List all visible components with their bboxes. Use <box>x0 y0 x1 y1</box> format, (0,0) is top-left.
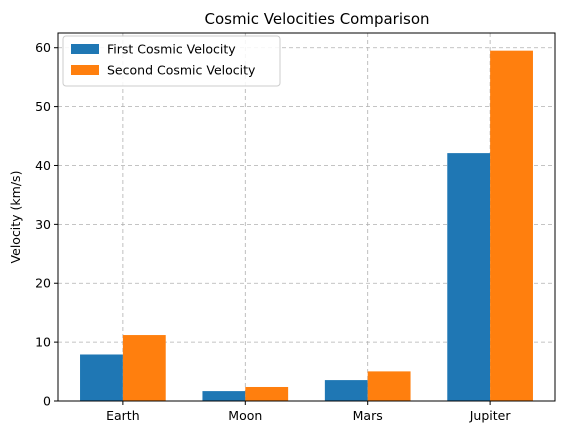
bar-second-jupiter <box>490 50 533 401</box>
y-tick-label: 10 <box>35 335 51 350</box>
axes-frame <box>57 32 556 402</box>
x-tick-label: Mars <box>353 408 383 423</box>
x-tick-label: Moon <box>228 408 262 423</box>
bar-second-earth <box>122 335 166 401</box>
y-axis-title: Velocity (km/s) <box>8 171 23 264</box>
legend-swatch <box>71 44 99 54</box>
y-tick-label: 30 <box>35 217 51 232</box>
x-tick-label: Earth <box>106 408 140 423</box>
legend: First Cosmic Velocity Second Cosmic Veloc… <box>62 35 281 87</box>
bars <box>80 50 533 401</box>
bar-first-earth <box>80 354 123 401</box>
y-tick-label: 60 <box>35 40 51 55</box>
bar-first-jupiter <box>447 153 491 401</box>
legend-label: Second Cosmic Velocity <box>107 63 256 78</box>
axis-ticks: 0 10 20 30 40 50 60 Earth Moon Mars Jupiter <box>35 40 511 423</box>
bar-second-mars <box>367 371 411 401</box>
chart-title: Cosmic Velocities Comparison <box>204 10 429 28</box>
bar-first-mars <box>324 380 368 401</box>
y-tick-label: 40 <box>35 158 51 173</box>
bar-first-moon <box>202 391 246 401</box>
y-tick-label: 50 <box>35 99 51 114</box>
bar-second-moon <box>245 386 289 401</box>
y-tick-label: 0 <box>43 394 51 409</box>
legend-box <box>62 35 281 87</box>
legend-swatch <box>71 65 99 75</box>
y-tick-label: 20 <box>35 276 51 291</box>
x-tick-label: Jupiter <box>469 408 512 423</box>
legend-label: First Cosmic Velocity <box>107 42 236 57</box>
